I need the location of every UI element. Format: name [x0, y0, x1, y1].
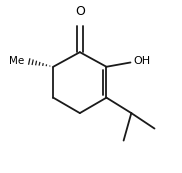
Text: OH: OH	[133, 56, 150, 66]
Text: O: O	[75, 5, 85, 18]
Text: Me: Me	[9, 56, 24, 66]
